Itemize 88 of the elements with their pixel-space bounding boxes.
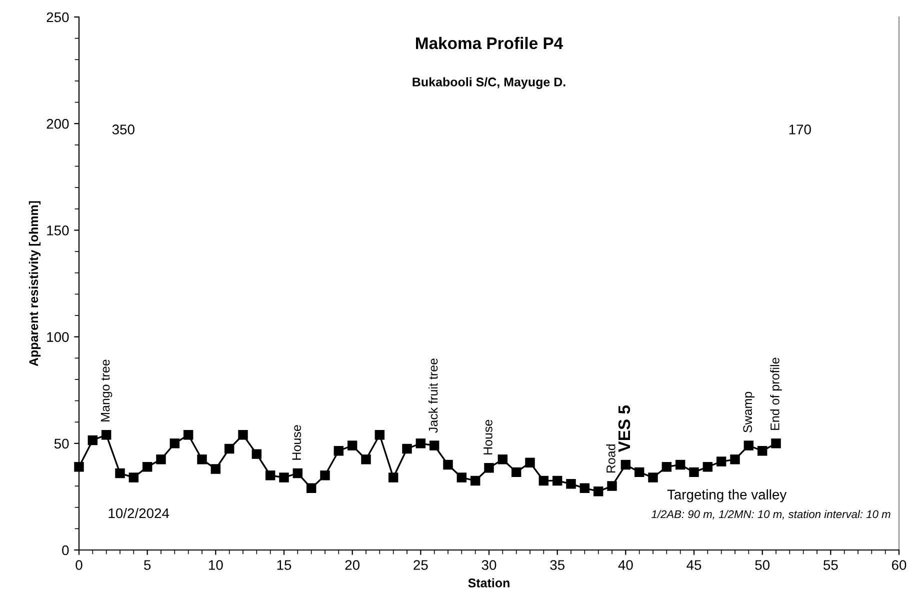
y-tick-label: 200 xyxy=(46,118,69,129)
point xyxy=(265,470,276,480)
x-tick-label: 35 xyxy=(550,560,564,570)
point xyxy=(238,430,248,440)
annotation: Mango tree xyxy=(100,360,112,422)
annotation: 1/2AB: 90 m, 1/2MN: 10 m, station interval: 10 m xyxy=(651,510,890,520)
point xyxy=(538,476,549,486)
point xyxy=(702,462,713,472)
point xyxy=(347,440,358,450)
point xyxy=(716,456,726,466)
annotation: 350 xyxy=(112,124,134,134)
x-tick-label: 45 xyxy=(686,560,702,570)
annotation: 170 xyxy=(789,124,811,134)
point xyxy=(128,472,139,482)
y-tick-label: 100 xyxy=(47,332,69,342)
x-tick-label: 60 xyxy=(892,560,906,570)
y-tick-label: 50 xyxy=(54,438,69,449)
point xyxy=(566,479,576,489)
x-tick-label: 25 xyxy=(414,560,428,570)
x-tick-label: 55 xyxy=(824,560,838,570)
point xyxy=(210,464,221,474)
point xyxy=(456,472,467,482)
point xyxy=(552,476,562,486)
point xyxy=(334,446,344,456)
point xyxy=(252,449,262,459)
point xyxy=(689,467,699,478)
y-tick-label: 250 xyxy=(46,12,69,22)
point xyxy=(593,486,604,496)
point xyxy=(744,440,754,450)
x-axis-title: Station xyxy=(468,578,510,588)
point xyxy=(183,430,194,440)
annotation: Road xyxy=(606,444,616,473)
x-tick-label: 15 xyxy=(277,560,292,570)
point xyxy=(580,483,590,494)
point xyxy=(374,430,385,440)
y-tick-label: 0 xyxy=(62,545,69,556)
annotation: Swamp xyxy=(743,392,754,432)
point xyxy=(142,462,152,472)
point xyxy=(224,444,234,454)
point xyxy=(648,472,658,482)
point xyxy=(156,454,166,464)
point xyxy=(101,430,112,440)
point xyxy=(620,460,631,470)
point xyxy=(484,463,494,473)
point xyxy=(416,438,426,448)
point xyxy=(197,454,207,464)
x-tick-label: 5 xyxy=(144,560,151,570)
point xyxy=(388,472,398,482)
x-tick-label: 0 xyxy=(76,560,82,570)
text: Makoma Profile P4 xyxy=(416,36,564,50)
annotation: House xyxy=(484,420,492,454)
annotation: End of profile xyxy=(770,358,782,430)
point xyxy=(429,440,440,450)
point xyxy=(662,462,672,472)
y-tick-label: 150 xyxy=(47,226,69,236)
point xyxy=(443,460,453,470)
point xyxy=(306,483,316,494)
x-tick-label: 40 xyxy=(618,560,633,570)
annotation: 10/2/2024 xyxy=(108,508,170,518)
point xyxy=(511,467,522,478)
point xyxy=(470,476,480,486)
point xyxy=(74,462,84,472)
point xyxy=(402,444,412,454)
point xyxy=(675,460,686,470)
point xyxy=(320,470,330,480)
y-axis-title: Apparent resistivity [ohmm] xyxy=(28,201,41,366)
x-tick-label: 30 xyxy=(482,560,496,570)
point xyxy=(525,458,535,468)
point xyxy=(292,468,303,478)
point xyxy=(279,472,289,482)
point xyxy=(498,454,508,464)
annotation: VES 5 xyxy=(618,405,630,452)
annotation: Jack fruit tree xyxy=(428,358,438,433)
point xyxy=(757,446,768,456)
point xyxy=(634,467,644,478)
x-tick-label: 20 xyxy=(345,560,360,570)
point xyxy=(88,435,98,446)
annotation: House xyxy=(292,425,302,460)
text: Bukabooli S/C, Mayuge D. xyxy=(412,77,566,89)
x-tick-label: 10 xyxy=(209,560,223,570)
point xyxy=(115,468,125,478)
point xyxy=(170,438,180,448)
point xyxy=(730,454,740,464)
x-tick-label: 50 xyxy=(755,560,770,570)
point xyxy=(771,438,781,448)
point xyxy=(361,454,371,464)
point xyxy=(607,481,617,491)
annotation: Targeting the valley xyxy=(667,489,787,502)
